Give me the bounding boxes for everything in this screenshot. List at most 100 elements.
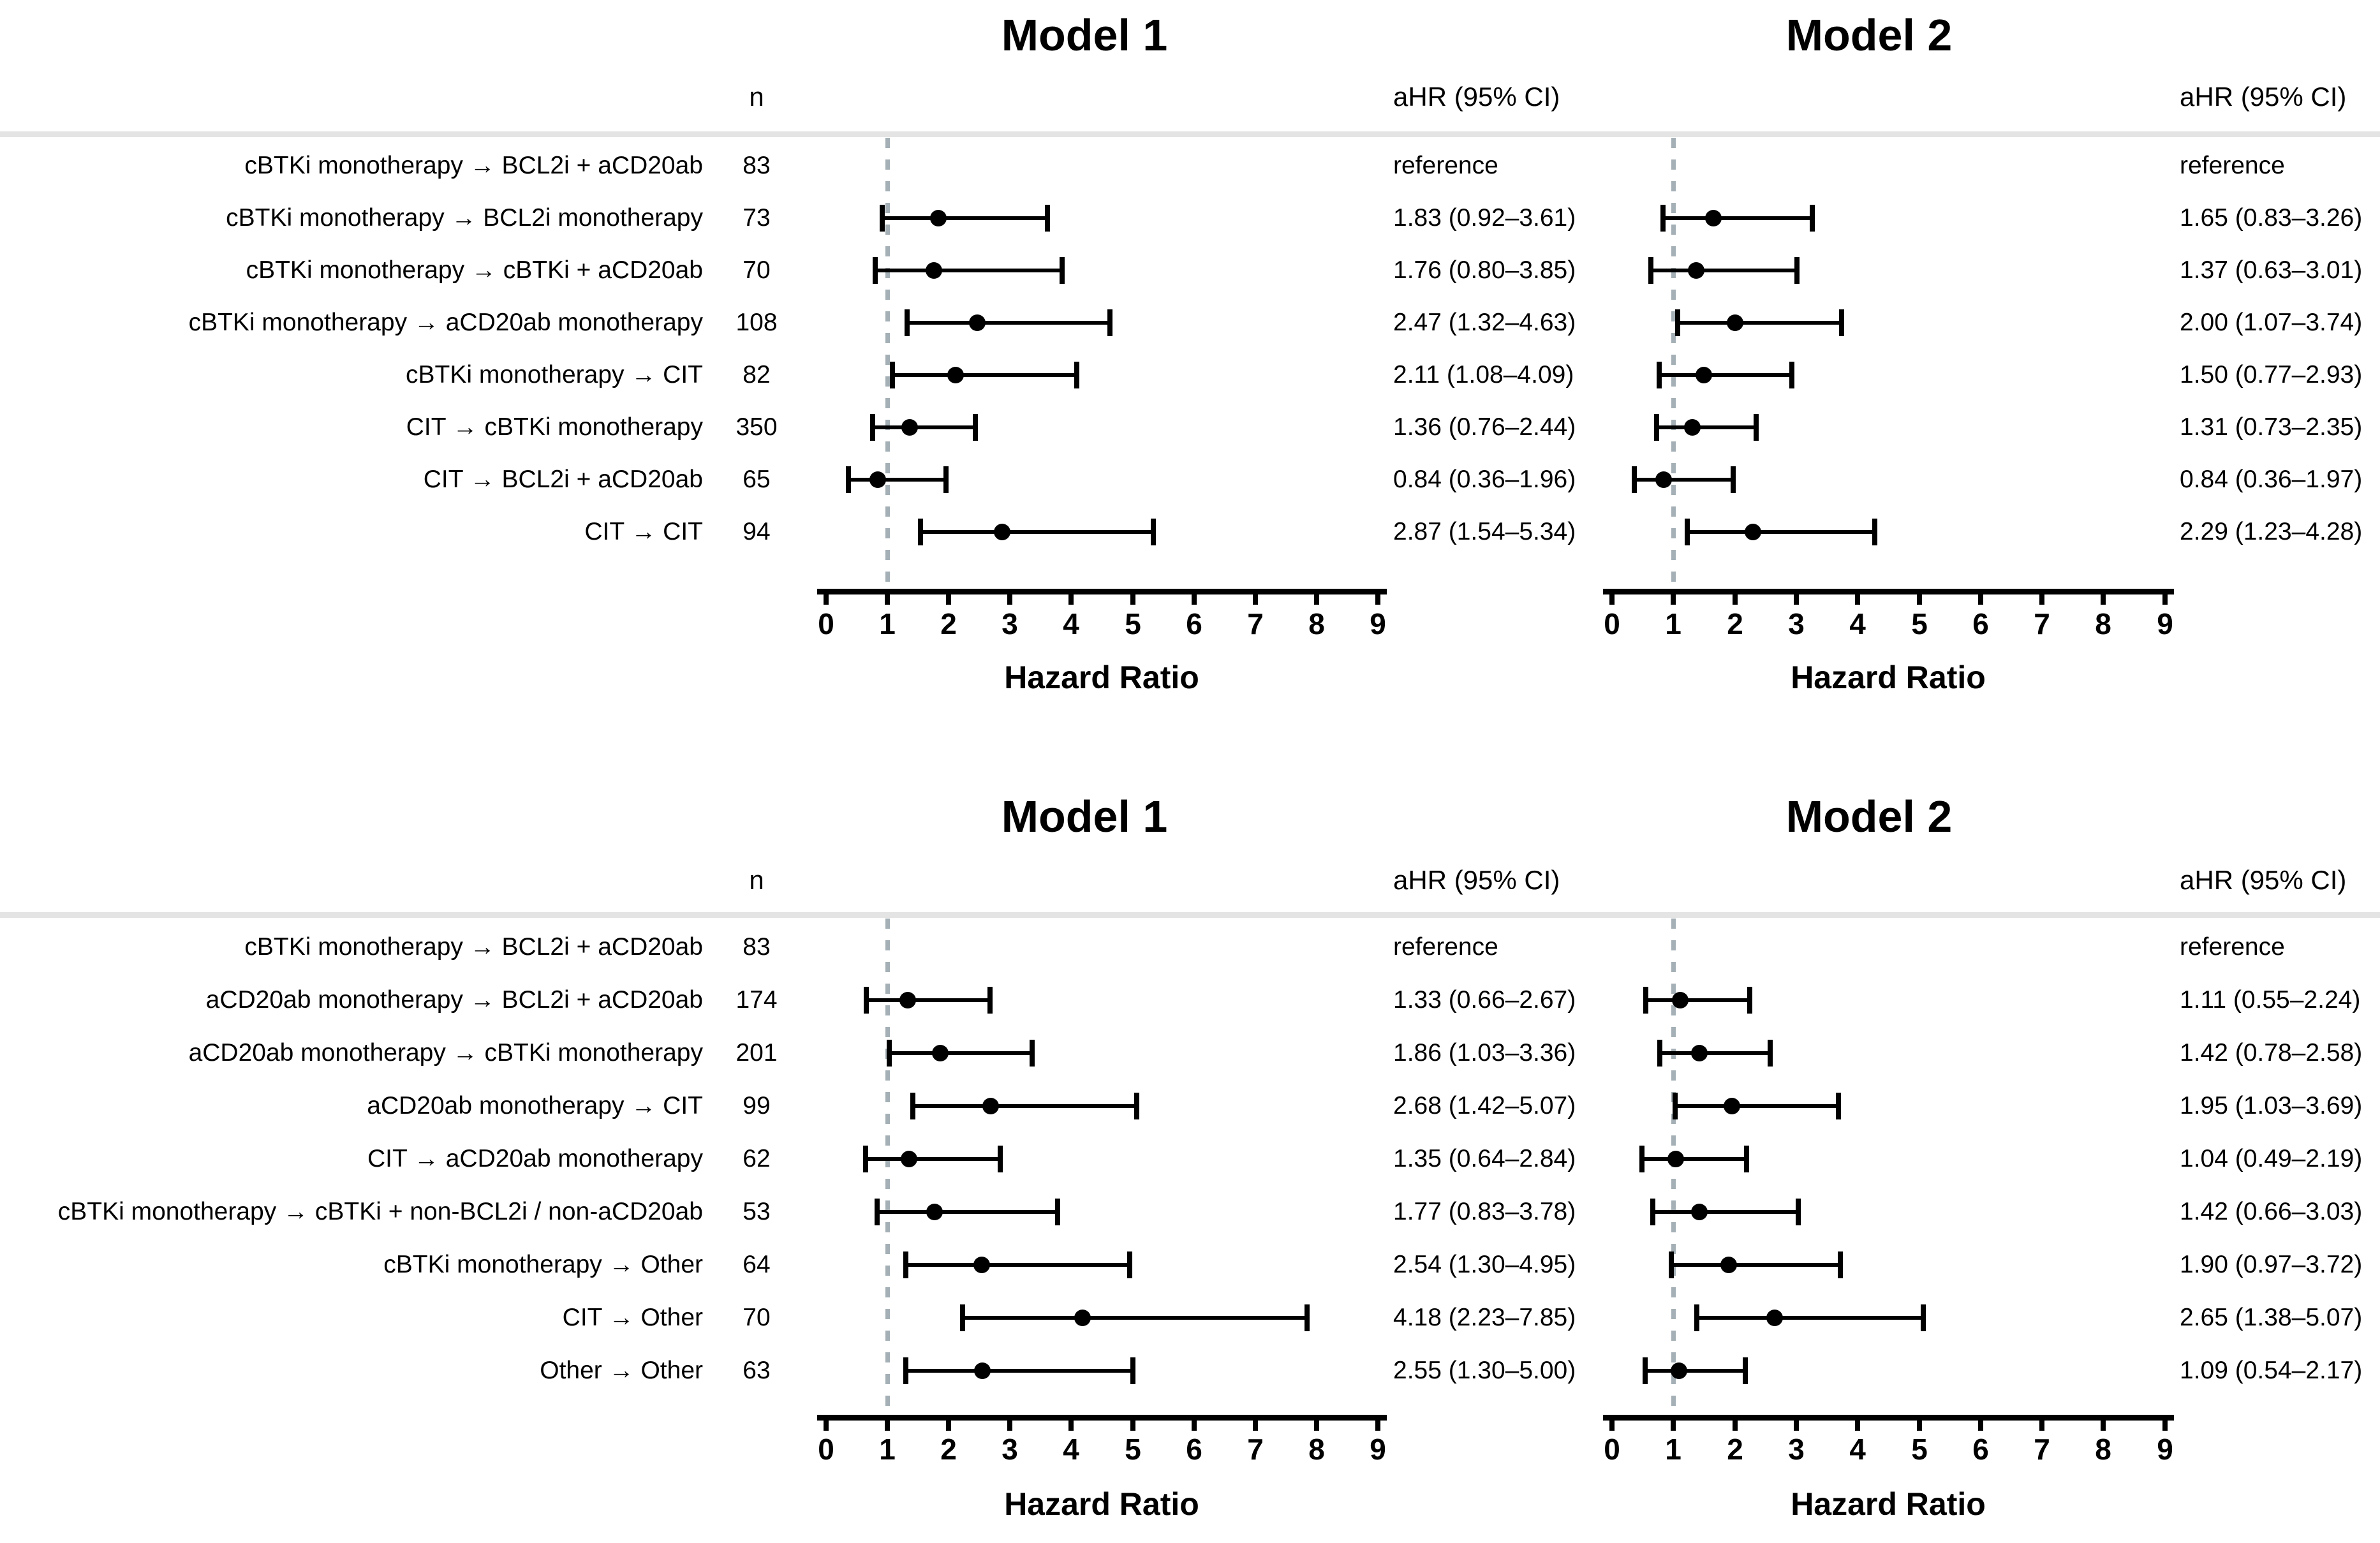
ahr-value: 1.35 (0.64–2.84) [1393, 1145, 1576, 1172]
ci-cap-right [1794, 257, 1800, 284]
ci-line [1659, 373, 1792, 377]
x-axis-tick-label: 2 [940, 607, 957, 640]
x-axis-tick-label: 6 [1186, 607, 1202, 640]
x-axis-tick [1192, 594, 1197, 605]
point-estimate-dot [1684, 419, 1701, 436]
ci-cap-right [1045, 205, 1050, 232]
row-label: CIT → aCD20ab monotherapy [367, 1145, 703, 1172]
n-value: 83 [743, 152, 771, 179]
point-estimate-dot [932, 1045, 949, 1061]
point-estimate-dot [1696, 367, 1712, 383]
ci-cap-left [1660, 205, 1666, 232]
ci-line [1653, 1210, 1798, 1214]
x-axis-tick-label: 3 [1002, 607, 1018, 640]
point-estimate-dot [1688, 262, 1704, 279]
ci-line [1645, 1369, 1745, 1373]
x-axis-tick-label: 4 [1063, 607, 1079, 640]
ahr-value: 1.65 (0.83–3.26) [2180, 204, 2363, 232]
x-axis-tick [1375, 594, 1380, 605]
ci-line [1697, 1316, 1923, 1320]
ci-cap-left [887, 1040, 892, 1067]
ahr-value: 1.11 (0.55–2.24) [2180, 986, 2361, 1014]
ci-line [1687, 530, 1875, 534]
x-axis-tick-label: 2 [1727, 607, 1743, 640]
ci-cap-right [1747, 987, 1752, 1014]
ci-line [920, 530, 1153, 534]
x-axis-tick [1609, 1420, 1615, 1431]
ahr-value: 1.86 (1.03–3.36) [1393, 1039, 1576, 1067]
ci-cap-right [1107, 309, 1112, 336]
x-axis-tick [1917, 594, 1922, 605]
point-estimate-dot [994, 524, 1010, 540]
row-label: aCD20ab monotherapy → CIT [367, 1092, 703, 1119]
x-axis-tick-label: 9 [2157, 607, 2173, 640]
x-axis-tick [1671, 1420, 1676, 1431]
ahr-value: 2.65 (1.38–5.07) [2180, 1304, 2363, 1331]
x-axis-tick-label: 5 [1911, 1433, 1928, 1466]
x-axis-tick-label: 1 [879, 607, 896, 640]
ci-line [877, 1210, 1058, 1214]
ci-line [1663, 216, 1812, 220]
ahr-value: 1.33 (0.66–2.67) [1393, 986, 1576, 1014]
reference-line-dashed [885, 138, 890, 589]
x-axis-tick-label: 7 [2034, 1433, 2050, 1466]
ci-cap-right [1134, 1093, 1139, 1119]
x-axis-tick [1978, 1420, 1983, 1431]
x-axis-tick-label: 9 [1370, 607, 1386, 640]
ci-cap-right [943, 466, 949, 493]
x-axis-tick [885, 594, 890, 605]
ci-line [866, 998, 989, 1002]
ci-line [1660, 1051, 1770, 1055]
ci-line [848, 478, 947, 482]
point-estimate-dot [1720, 1257, 1737, 1273]
ci-cap-left [880, 205, 885, 232]
ahr-value: 1.76 (0.80–3.85) [1393, 256, 1576, 284]
point-estimate-dot [1691, 1045, 1708, 1061]
point-estimate-dot [973, 1257, 990, 1273]
x-axis-tick [946, 1420, 951, 1431]
point-estimate-dot [1766, 1310, 1783, 1326]
ci-line [889, 1051, 1032, 1055]
ahr-value: reference [2180, 933, 2285, 961]
ci-cap-right [1305, 1304, 1310, 1331]
panel-title: Model 1 [1001, 792, 1168, 841]
ci-cap-left [910, 1093, 915, 1119]
ci-cap-left [903, 1357, 908, 1384]
x-axis-title: Hazard Ratio [1791, 1486, 1986, 1522]
x-axis-tick-label: 9 [2157, 1433, 2173, 1466]
x-axis-tick [1671, 594, 1676, 605]
ci-cap-left [1657, 1040, 1662, 1067]
ahr-value: 0.84 (0.36–1.96) [1393, 466, 1576, 493]
x-axis-tick-label: 1 [1665, 607, 1682, 640]
ci-line [963, 1316, 1307, 1320]
x-axis-tick [2162, 1420, 2168, 1431]
ci-cap-right [1810, 205, 1815, 232]
row-label: cBTKi monotherapy → BCL2i + aCD20ab [244, 152, 703, 179]
ci-cap-right [1743, 1357, 1748, 1384]
x-axis-tick-label: 1 [1665, 1433, 1682, 1466]
ci-line [892, 373, 1077, 377]
ci-cap-right [1839, 309, 1844, 336]
x-axis-tick [1253, 594, 1258, 605]
ci-line [907, 321, 1110, 325]
header-separator [0, 912, 2380, 918]
ci-cap-right [987, 987, 993, 1014]
ci-cap-left [1675, 309, 1680, 336]
x-axis-tick-label: 8 [2095, 1433, 2111, 1466]
n-value: 99 [743, 1092, 771, 1119]
point-estimate-dot [1705, 210, 1722, 226]
row-label: CIT → cBTKi monotherapy [406, 413, 703, 441]
x-axis-tick [2039, 594, 2044, 605]
x-axis-tick [1855, 594, 1860, 605]
ci-cap-right [1151, 519, 1156, 545]
ci-cap-left [918, 519, 923, 545]
ci-cap-right [1074, 362, 1079, 388]
ci-cap-right [973, 414, 978, 441]
ahr-value: reference [1393, 152, 1498, 179]
ahr-value: reference [1393, 933, 1498, 961]
ci-cap-left [1673, 1093, 1678, 1119]
ci-cap-left [890, 362, 895, 388]
row-label: aCD20ab monotherapy → BCL2i + aCD20ab [205, 986, 703, 1014]
x-axis-title: Hazard Ratio [1004, 660, 1199, 695]
x-axis-tick-label: 0 [818, 1433, 834, 1466]
